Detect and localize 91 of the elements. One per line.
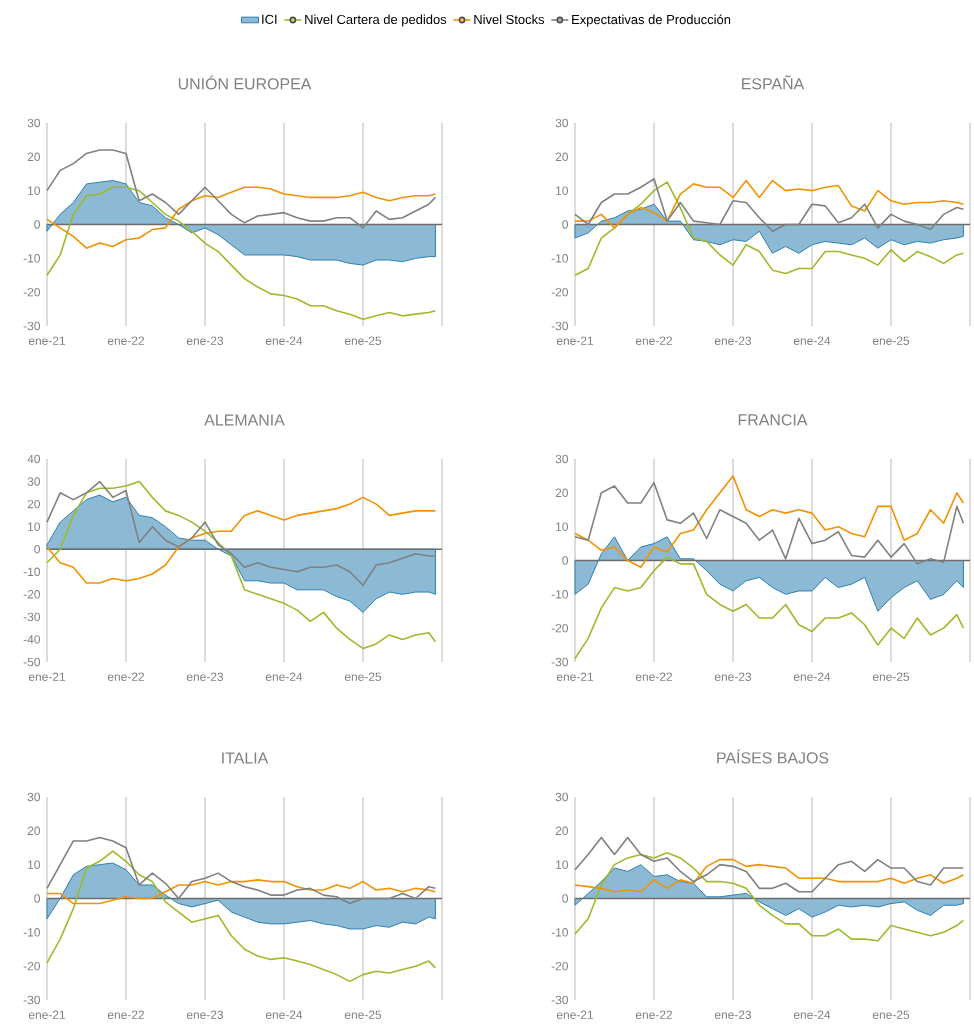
y-tick-label: -30	[23, 612, 41, 622]
y-tick-label: -30	[551, 321, 569, 331]
y-tick-label: 30	[27, 118, 41, 128]
y-tick-label: -40	[23, 635, 41, 644]
y-tick-label: 0	[34, 544, 41, 554]
y-tick-label: 0	[562, 894, 569, 903]
y-tick-label: 30	[555, 118, 569, 128]
line-series	[574, 556, 965, 660]
x-tick-label: ene-23	[714, 1010, 752, 1019]
y-tick-label: 10	[556, 186, 569, 195]
x-tick-label: ene-25	[344, 336, 382, 345]
line-series	[46, 480, 437, 587]
x-tick-label: ene-23	[186, 672, 224, 681]
x-tick-label: ene-24	[265, 336, 303, 345]
y-tick-label: 20	[555, 488, 569, 498]
y-tick-label: -30	[551, 657, 569, 667]
x-tick-label: ene-24	[265, 1010, 303, 1019]
line-series	[46, 186, 437, 321]
y-tick-label: 10	[556, 522, 569, 531]
y-tick-label: 20	[27, 499, 41, 509]
legend-label: Expectativas de Producción	[572, 14, 731, 27]
y-tick-label: -20	[551, 287, 569, 297]
y-tick-label: -10	[23, 928, 41, 937]
line-series	[46, 480, 437, 650]
y-tick-label: 0	[34, 894, 41, 903]
chart-title: ITALIA	[222, 752, 269, 764]
y-tick-label: 30	[555, 792, 569, 802]
x-tick-label: ene-23	[714, 672, 752, 681]
legend-label: Nivel Cartera de pedidos	[305, 14, 447, 27]
x-tick-label: ene-24	[793, 336, 831, 345]
chart-title: ESPAÑA	[742, 75, 805, 90]
y-tick-label: -30	[551, 995, 569, 1005]
x-tick-label: ene-22	[635, 672, 673, 681]
x-tick-label: ene-21	[556, 672, 594, 681]
x-tick-label: ene-25	[344, 1010, 382, 1019]
x-tick-label: ene-21	[28, 672, 66, 681]
x-tick-label: ene-22	[635, 336, 673, 345]
y-tick-label: 0	[562, 220, 569, 229]
y-tick-label: -20	[23, 590, 41, 599]
x-tick-label: ene-25	[344, 672, 382, 681]
y-tick-label: -10	[551, 254, 569, 263]
x-tick-label: ene-21	[556, 1010, 594, 1019]
legend-label: Nivel Stocks	[474, 14, 545, 25]
y-tick-label: 0	[34, 220, 41, 229]
chart-title: ALEMANIA	[204, 414, 285, 426]
y-tick-label: -10	[23, 254, 41, 263]
y-tick-label: 10	[556, 860, 569, 869]
y-tick-label: 20	[27, 826, 41, 836]
y-tick-label: 20	[27, 152, 41, 162]
x-tick-label: ene-21	[28, 1010, 66, 1019]
y-tick-label: 10	[28, 860, 41, 869]
y-tick-label: 30	[27, 792, 41, 802]
y-tick-label: -50	[23, 657, 41, 667]
y-tick-label: 30	[555, 454, 569, 464]
x-tick-label: ene-22	[107, 336, 144, 345]
y-tick-label: -20	[23, 961, 41, 971]
line-series	[46, 149, 437, 229]
chart-title: UNIÓN EUROPEA	[178, 75, 312, 90]
x-tick-label: ene-25	[872, 672, 910, 681]
x-tick-label: ene-21	[556, 336, 594, 345]
y-tick-label: -20	[551, 961, 569, 971]
y-tick-label: -30	[23, 321, 41, 331]
y-tick-label: 0	[562, 556, 569, 565]
x-tick-label: ene-22	[107, 1010, 144, 1019]
line-series	[574, 181, 965, 277]
y-tick-label: -20	[23, 287, 41, 297]
x-tick-label: ene-25	[872, 336, 910, 345]
x-tick-label: ene-24	[265, 672, 303, 681]
legend-label: ICI	[262, 14, 277, 24]
y-tick-label: 20	[555, 152, 569, 162]
x-tick-label: ene-23	[186, 1010, 224, 1019]
x-tick-label: ene-25	[872, 1010, 910, 1019]
y-tick-label: -10	[23, 567, 41, 576]
x-tick-label: ene-24	[793, 1010, 831, 1019]
x-tick-label: ene-21	[28, 336, 66, 345]
x-tick-label: ene-24	[793, 672, 831, 681]
y-tick-label: 40	[27, 454, 41, 464]
y-tick-label: -10	[551, 928, 569, 937]
y-tick-label: 10	[28, 186, 41, 195]
x-tick-label: ene-22	[107, 672, 144, 681]
x-tick-label: ene-23	[714, 336, 752, 345]
y-tick-label: -30	[23, 995, 41, 1005]
x-tick-label: ene-22	[635, 1010, 673, 1019]
y-tick-label: 10	[28, 522, 41, 531]
chart-title: FRANCIA	[738, 414, 808, 426]
x-tick-label: ene-23	[186, 336, 224, 345]
y-tick-label: 20	[555, 826, 569, 836]
chart-title: PAÍSES BAJOS	[717, 749, 829, 764]
y-tick-label: -20	[551, 623, 569, 633]
y-tick-label: 30	[27, 477, 41, 486]
y-tick-label: -10	[551, 590, 569, 599]
